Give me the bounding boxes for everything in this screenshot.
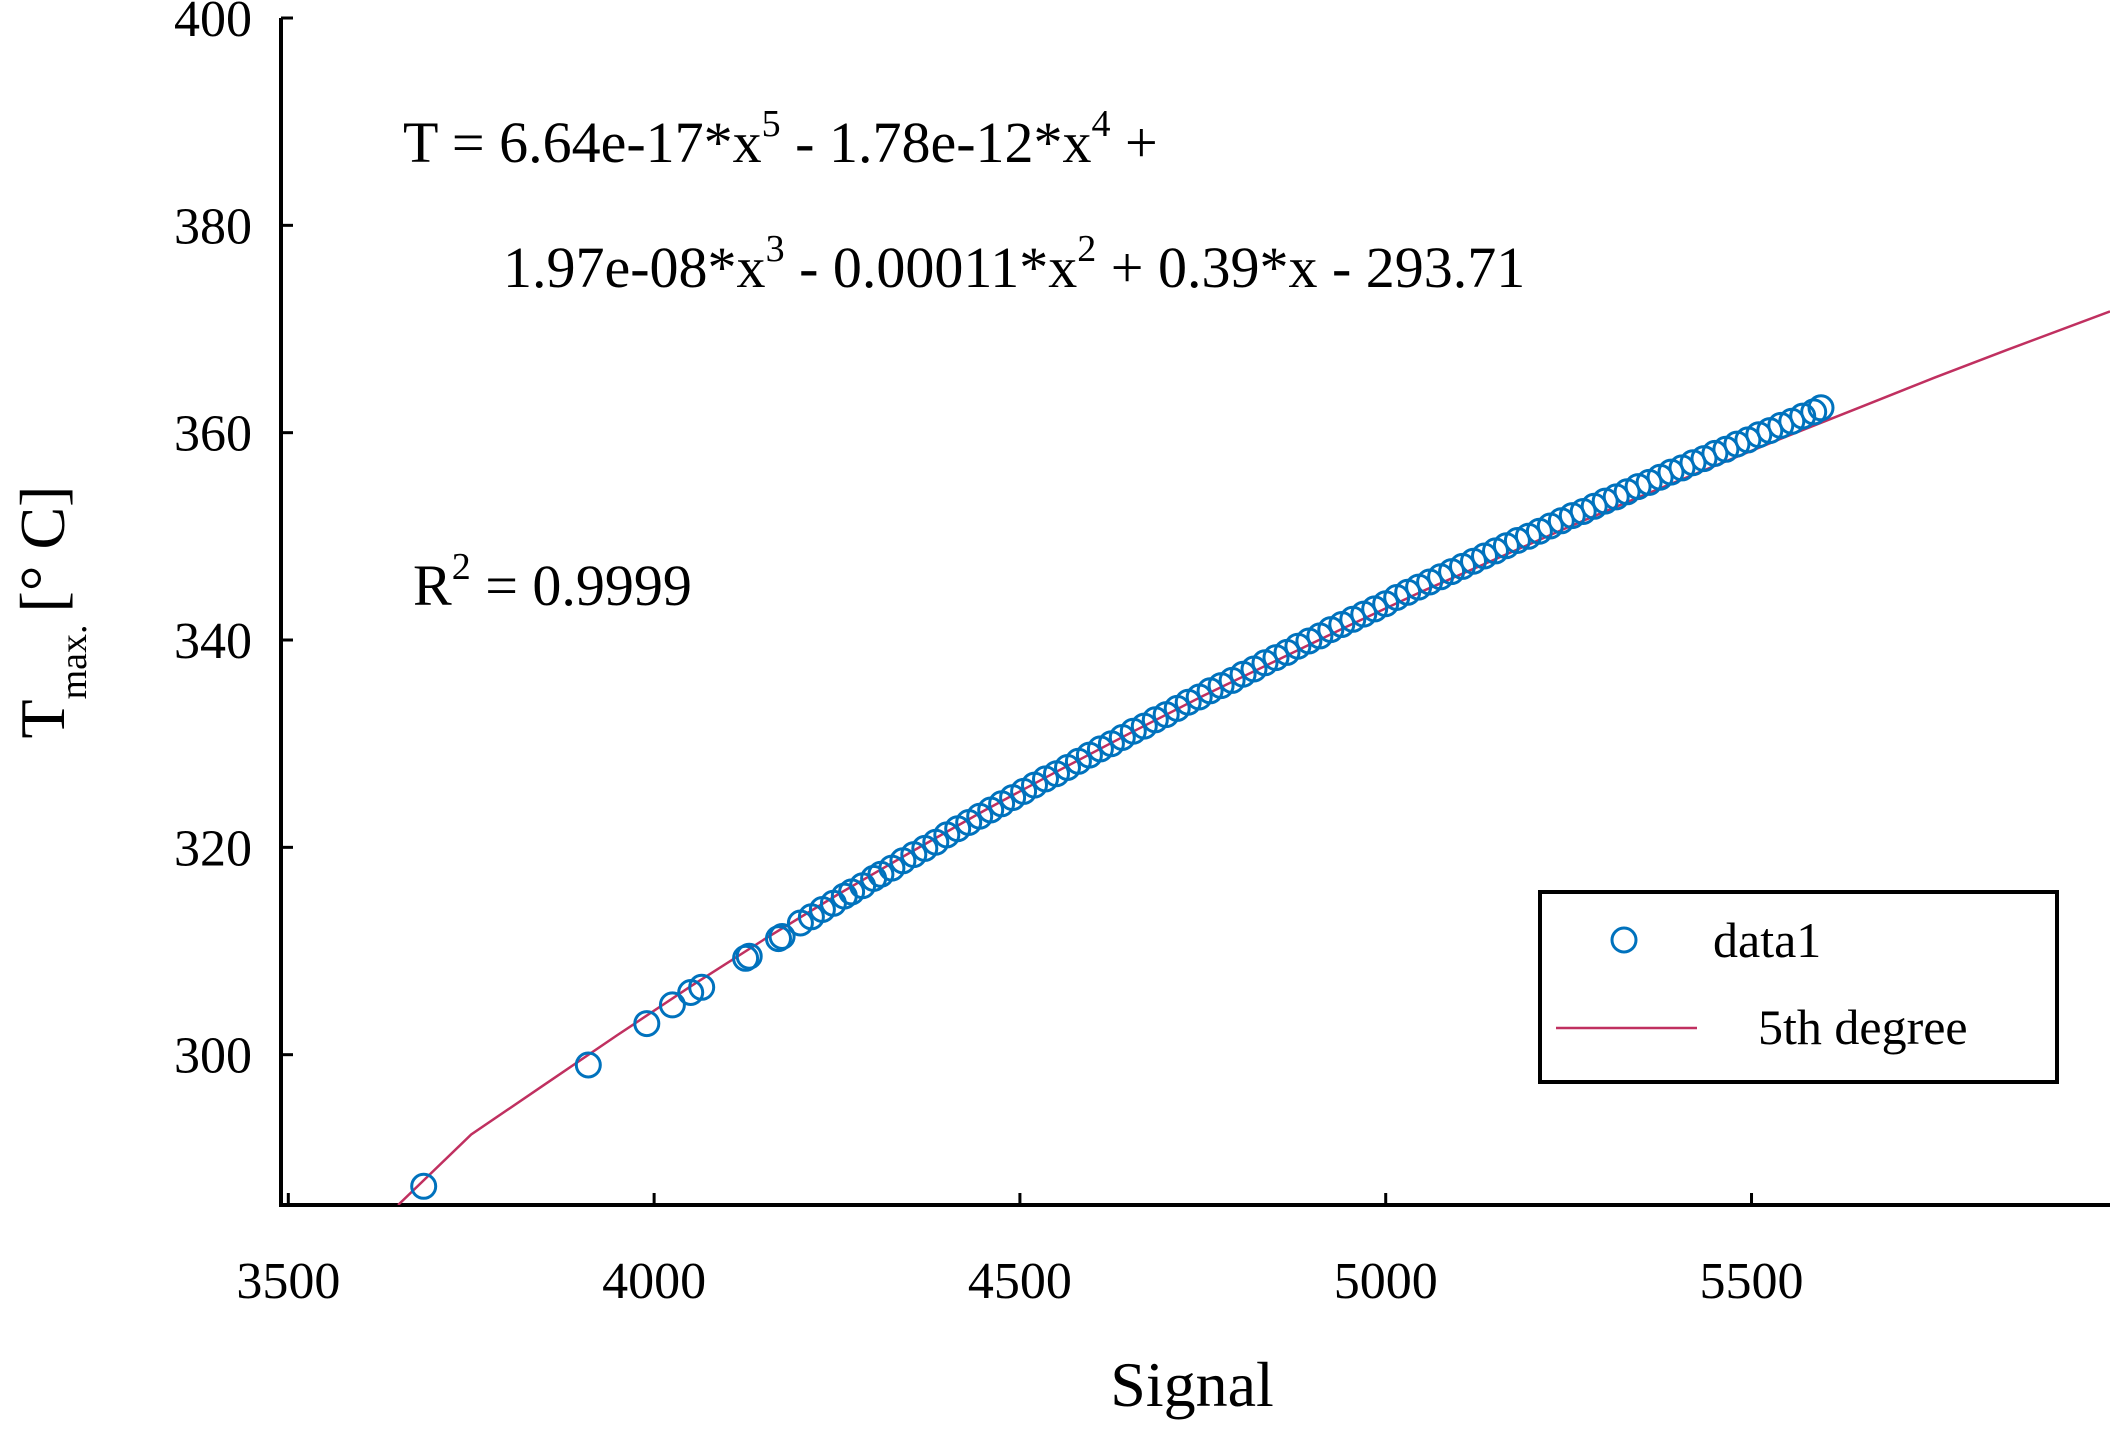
data-point: [633, 1010, 661, 1038]
legend-label-fit: 5th degree: [1758, 999, 1968, 1055]
eq2-part3: + 0.39*x - 293.71: [1096, 235, 1525, 300]
y-axis-title: Tmax. [° C]: [7, 486, 95, 739]
data-point: [1745, 421, 1773, 449]
y-tick-label-360: 360: [174, 406, 252, 463]
r-squared-annotation: R2 = 0.9999: [413, 546, 692, 618]
eq1-part3: +: [1111, 110, 1158, 175]
data-point: [574, 1051, 602, 1079]
y-tick-label-400: 400: [174, 0, 252, 48]
r2-base: R: [413, 553, 452, 618]
eq2-part1: 1.97e-08*x: [503, 235, 766, 300]
r2-rest: = 0.9999: [471, 553, 692, 618]
x-tick-label-5500: 5500: [1700, 1253, 1804, 1310]
equation-line-1: T = 6.64e-17*x5 - 1.78e-12*x4 +: [403, 103, 1158, 175]
data-point: [658, 991, 686, 1019]
data-point: [1679, 449, 1707, 477]
eq1-part2: - 1.78e-12*x: [781, 110, 1092, 175]
y-axis-title-subscript: max.: [53, 624, 95, 699]
y-axis-title-unit: [° C]: [7, 486, 78, 613]
data-point: [688, 973, 716, 1001]
eq1-part1: T = 6.64e-17*x: [403, 110, 762, 175]
data-point: [1701, 439, 1729, 467]
legend: data1 5th degree: [1538, 890, 2059, 1084]
y-axis-title-base: T: [7, 699, 78, 738]
eq1-sup1: 5: [762, 103, 781, 145]
eq1-sup2: 4: [1092, 103, 1111, 145]
data-point: [1807, 394, 1835, 422]
y-tick-label-300: 300: [174, 1028, 252, 1085]
y-tick-label-380: 380: [174, 198, 252, 255]
data-point: [768, 923, 796, 950]
x-axis-title: Signal: [1110, 1349, 1274, 1420]
x-tick-label-3500: 3500: [236, 1253, 340, 1310]
eq2-part2: - 0.00011*x: [785, 235, 1078, 300]
data-points-layer: [410, 394, 1835, 1200]
axis-ticks: [281, 16, 1754, 1205]
data-point: [410, 1172, 438, 1200]
eq2-sup2: 2: [1077, 228, 1096, 270]
eq2-sup1: 3: [766, 228, 785, 270]
legend-box: [1538, 890, 2059, 1084]
x-tick-label-4500: 4500: [968, 1253, 1072, 1310]
legend-marker-data1: [1610, 926, 1638, 954]
tick-labels: 3500 4000 4500 5000 5500 300 320 340 360 380 400: [174, 0, 1804, 1310]
y-tick-label-320: 320: [174, 820, 252, 877]
data-point: [735, 942, 763, 970]
x-tick-label-4000: 4000: [602, 1253, 706, 1310]
data-point: [1767, 411, 1795, 439]
equation-line-2: 1.97e-08*x3 - 0.00011*x2 + 0.39*x - 293.…: [503, 228, 1525, 300]
legend-label-data1: data1: [1713, 912, 1821, 968]
r2-sup: 2: [452, 546, 471, 588]
y-tick-label-340: 340: [174, 613, 252, 670]
x-tick-label-5000: 5000: [1334, 1253, 1438, 1310]
